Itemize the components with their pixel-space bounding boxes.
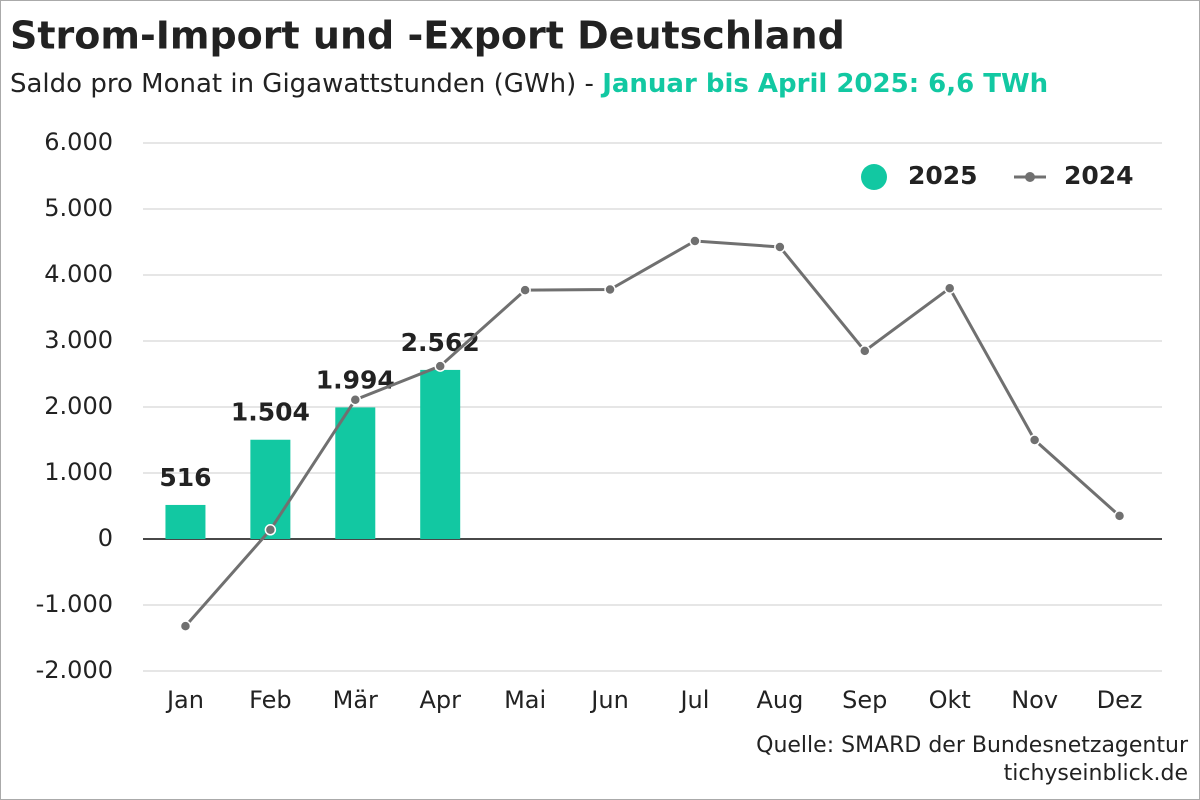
line-point bbox=[604, 283, 616, 296]
line-point bbox=[689, 235, 701, 247]
y-tick-label: 5.000 bbox=[44, 194, 113, 222]
publisher: tichyseinblick.de bbox=[1004, 761, 1188, 786]
data-label: 516 bbox=[159, 463, 211, 492]
subtitle-highlight: Januar bis April 2025: 6,6 TWh bbox=[600, 69, 1048, 99]
line-point bbox=[179, 620, 192, 632]
bar bbox=[420, 369, 461, 539]
line-point bbox=[859, 345, 871, 357]
x-tick-label: Sep bbox=[842, 686, 887, 714]
x-tick-label: Apr bbox=[419, 686, 461, 714]
x-tick-label: Jan bbox=[165, 686, 204, 714]
y-tick-label: 3.000 bbox=[44, 326, 113, 354]
bar bbox=[335, 407, 376, 539]
line-point bbox=[264, 524, 277, 536]
chart-title: Strom-Import und -Export Deutschland bbox=[10, 14, 845, 58]
subtitle-text: Saldo pro Monat in Gigawattstunden (GWh)… bbox=[10, 69, 602, 99]
legend-label: 2025 bbox=[908, 161, 978, 190]
y-tick-label: 1.000 bbox=[44, 458, 113, 486]
y-tick-label: 2.000 bbox=[44, 392, 113, 420]
x-tick-label: Mär bbox=[333, 686, 378, 714]
line-point bbox=[943, 282, 956, 294]
x-tick-label: Nov bbox=[1011, 686, 1058, 714]
y-tick-label: 6.000 bbox=[44, 128, 113, 156]
chart-subtitle: Saldo pro Monat in Gigawattstunden (GWh)… bbox=[10, 69, 1048, 99]
line-point bbox=[434, 360, 446, 372]
x-tick-label: Jul bbox=[678, 686, 709, 714]
y-tick-label: 0 bbox=[98, 524, 113, 552]
x-tick-label: Jun bbox=[589, 686, 629, 714]
y-tick-label: -1.000 bbox=[36, 590, 113, 618]
line-point bbox=[349, 393, 362, 406]
x-tick-label: Feb bbox=[249, 686, 292, 714]
x-tick-label: Dez bbox=[1097, 686, 1143, 714]
line-point bbox=[774, 241, 786, 253]
line bbox=[184, 239, 1121, 628]
x-tick-label: Mai bbox=[504, 686, 546, 714]
bar bbox=[250, 439, 291, 539]
source: Quelle: SMARD der Bundesnetzagentur bbox=[756, 733, 1189, 758]
line-point bbox=[1028, 434, 1041, 446]
line-point bbox=[1113, 510, 1126, 522]
x-tick-label: Okt bbox=[929, 686, 971, 714]
data-label: 1.504 bbox=[231, 398, 310, 427]
legend-label: 2024 bbox=[1064, 161, 1134, 190]
legend-swatch bbox=[861, 164, 887, 190]
bar bbox=[165, 504, 206, 539]
legend-swatch bbox=[1025, 172, 1035, 182]
y-tick-label: 4.000 bbox=[44, 260, 113, 288]
line-point bbox=[519, 284, 531, 296]
x-tick-label: Aug bbox=[756, 686, 803, 714]
y-tick-label: -2.000 bbox=[36, 656, 113, 684]
